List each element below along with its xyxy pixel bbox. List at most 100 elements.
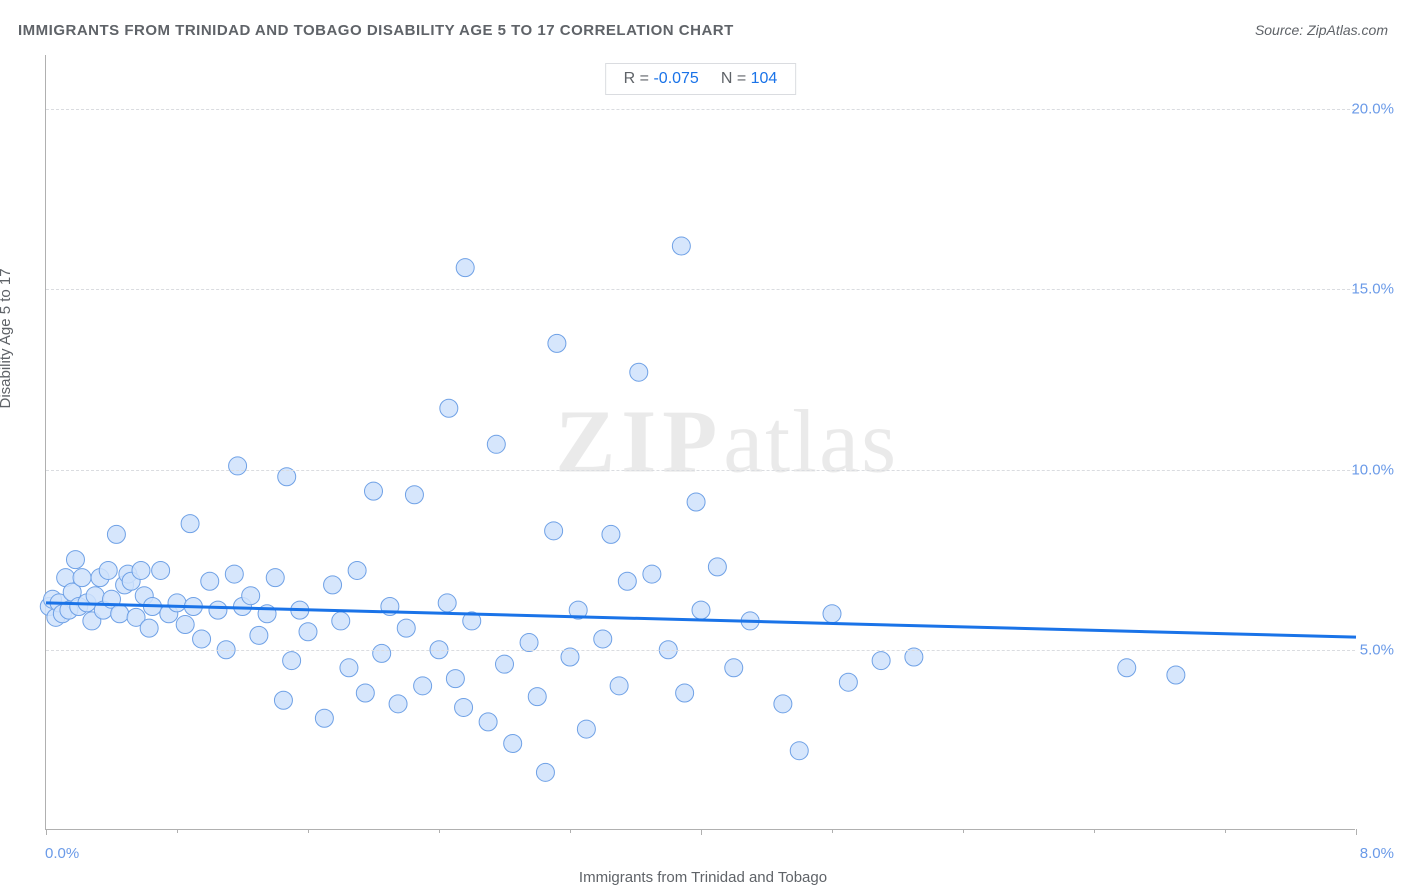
scatter-point — [414, 677, 432, 695]
scatter-point — [111, 605, 129, 623]
scatter-point — [839, 673, 857, 691]
scatter-point — [708, 558, 726, 576]
scatter-point — [692, 601, 710, 619]
scatter-point — [193, 630, 211, 648]
scatter-point — [389, 695, 407, 713]
x-minor-tick — [570, 829, 571, 833]
scatter-point — [365, 482, 383, 500]
scatter-point — [348, 561, 366, 579]
scatter-point — [242, 587, 260, 605]
scatter-point — [504, 734, 522, 752]
scatter-point — [181, 515, 199, 533]
scatter-point — [440, 399, 458, 417]
scatter-point — [725, 659, 743, 677]
scatter-point — [479, 713, 497, 731]
scatter-point — [536, 763, 554, 781]
x-axis-label: Immigrants from Trinidad and Tobago — [579, 869, 827, 886]
scatter-point — [672, 237, 690, 255]
scatter-point — [356, 684, 374, 702]
scatter-point — [594, 630, 612, 648]
scatter-point — [643, 565, 661, 583]
y-tick-label: 20.0% — [1351, 101, 1394, 118]
scatter-point — [1118, 659, 1136, 677]
x-minor-tick — [963, 829, 964, 833]
x-minor-tick — [177, 829, 178, 833]
scatter-point — [872, 652, 890, 670]
scatter-point — [405, 486, 423, 504]
r-stat: R = -0.075 — [624, 70, 699, 88]
scatter-point — [99, 561, 117, 579]
scatter-point — [324, 576, 342, 594]
grid-line — [46, 109, 1355, 110]
scatter-point — [140, 619, 158, 637]
scatter-svg — [46, 55, 1355, 829]
x-minor-tick — [832, 829, 833, 833]
scatter-point — [548, 334, 566, 352]
scatter-point — [152, 561, 170, 579]
scatter-point — [1167, 666, 1185, 684]
x-major-tick — [46, 829, 47, 835]
scatter-point — [602, 525, 620, 543]
scatter-point — [823, 605, 841, 623]
scatter-point — [397, 619, 415, 637]
x-tick-label-min: 0.0% — [45, 845, 79, 862]
scatter-point — [687, 493, 705, 511]
y-tick-label: 15.0% — [1351, 281, 1394, 298]
y-axis-label: Disability Age 5 to 17 — [0, 268, 14, 408]
scatter-point — [438, 594, 456, 612]
scatter-point — [168, 594, 186, 612]
scatter-point — [176, 616, 194, 634]
scatter-point — [456, 259, 474, 277]
grid-line — [46, 650, 1355, 651]
scatter-point — [225, 565, 243, 583]
n-label: N = — [721, 70, 751, 87]
n-value: 104 — [751, 70, 778, 87]
x-minor-tick — [439, 829, 440, 833]
scatter-point — [373, 644, 391, 662]
scatter-point — [66, 551, 84, 569]
scatter-point — [229, 457, 247, 475]
x-major-tick — [1356, 829, 1357, 835]
scatter-point — [283, 652, 301, 670]
scatter-point — [496, 655, 514, 673]
x-minor-tick — [1094, 829, 1095, 833]
scatter-point — [299, 623, 317, 641]
y-tick-label: 5.0% — [1360, 641, 1394, 658]
y-tick-label: 10.0% — [1351, 461, 1394, 478]
scatter-point — [209, 601, 227, 619]
x-major-tick — [701, 829, 702, 835]
scatter-point — [487, 435, 505, 453]
scatter-point — [455, 698, 473, 716]
scatter-point — [201, 572, 219, 590]
scatter-point — [774, 695, 792, 713]
source-attribution: Source: ZipAtlas.com — [1255, 22, 1388, 38]
scatter-point — [340, 659, 358, 677]
scatter-point — [610, 677, 628, 695]
r-value: -0.075 — [653, 70, 698, 87]
scatter-point — [790, 742, 808, 760]
scatter-point — [107, 525, 125, 543]
scatter-point — [266, 569, 284, 587]
scatter-point — [630, 363, 648, 381]
scatter-point — [577, 720, 595, 738]
x-minor-tick — [308, 829, 309, 833]
x-tick-label-max: 8.0% — [1360, 845, 1394, 862]
chart-title: IMMIGRANTS FROM TRINIDAD AND TOBAGO DISA… — [18, 22, 734, 39]
grid-line — [46, 289, 1355, 290]
scatter-point — [315, 709, 333, 727]
scatter-point — [250, 626, 268, 644]
scatter-point — [528, 688, 546, 706]
scatter-point — [332, 612, 350, 630]
scatter-point — [446, 670, 464, 688]
grid-line — [46, 470, 1355, 471]
scatter-point — [545, 522, 563, 540]
scatter-point — [73, 569, 91, 587]
scatter-point — [274, 691, 292, 709]
correlation-stats-box: R = -0.075 N = 104 — [605, 63, 797, 95]
r-label: R = — [624, 70, 654, 87]
scatter-point — [132, 561, 150, 579]
scatter-point — [618, 572, 636, 590]
scatter-point — [676, 684, 694, 702]
x-minor-tick — [1225, 829, 1226, 833]
chart-plot-area: R = -0.075 N = 104 ZIPatlas — [45, 55, 1355, 830]
